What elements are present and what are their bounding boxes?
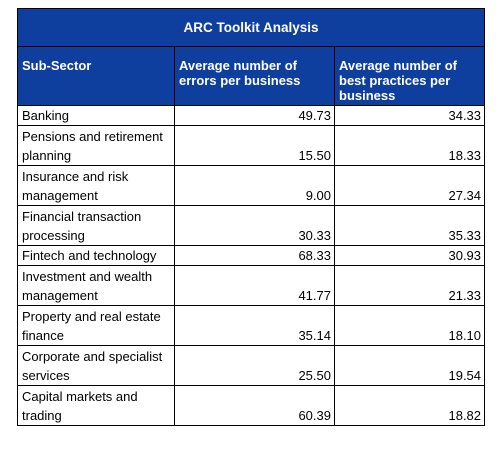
sector-cell: Corporate and specialist services — [17, 345, 175, 386]
best-practices-cell: 18.82 — [333, 385, 486, 426]
errors-cell: 41.77 — [174, 265, 335, 306]
table-row: Financial transaction processing 30.33 3… — [17, 205, 486, 246]
table-row: Capital markets and trading 60.39 18.82 — [17, 385, 486, 426]
sector-cell: Financial transaction processing — [17, 205, 175, 246]
table-row: Property and real estate finance 35.14 1… — [17, 305, 486, 346]
table-header-row: Sub-Sector Average number of errors per … — [17, 46, 486, 106]
header-sub-sector: Sub-Sector — [17, 46, 175, 106]
arc-toolkit-table: ARC Toolkit Analysis Sub-Sector Average … — [16, 8, 486, 426]
errors-cell: 30.33 — [174, 205, 335, 246]
best-practices-cell: 27.34 — [333, 165, 486, 206]
sector-cell: Insurance and risk management — [17, 165, 175, 206]
best-practices-cell: 19.54 — [333, 345, 486, 386]
sector-cell: Property and real estate finance — [17, 305, 175, 346]
header-best-practices: Average number of best practices per bus… — [333, 46, 486, 106]
table-row: Corporate and specialist services 25.50 … — [17, 345, 486, 386]
best-practices-cell: 18.33 — [333, 125, 486, 166]
sector-cell: Capital markets and trading — [17, 385, 175, 426]
analysis-table-container: ARC Toolkit Analysis Sub-Sector Average … — [16, 8, 486, 426]
errors-cell: 68.33 — [174, 245, 335, 266]
sector-cell: Fintech and technology — [17, 245, 175, 266]
table-row: Fintech and technology 68.33 30.93 — [17, 245, 486, 266]
errors-cell: 60.39 — [174, 385, 335, 426]
table-row: Investment and wealth management 41.77 2… — [17, 265, 486, 306]
errors-cell: 49.73 — [174, 105, 335, 126]
table-title: ARC Toolkit Analysis — [16, 8, 486, 47]
errors-cell: 35.14 — [174, 305, 335, 346]
best-practices-cell: 34.33 — [333, 105, 486, 126]
table-row: Pensions and retirement planning 15.50 1… — [17, 125, 486, 166]
table-row: Banking 49.73 34.33 — [17, 105, 486, 126]
table-row: Insurance and risk management 9.00 27.34 — [17, 165, 486, 206]
best-practices-cell: 21.33 — [333, 265, 486, 306]
table-title-row: ARC Toolkit Analysis — [16, 8, 486, 47]
errors-cell: 25.50 — [174, 345, 335, 386]
sector-cell: Banking — [17, 105, 175, 126]
errors-cell: 9.00 — [174, 165, 335, 206]
errors-cell: 15.50 — [174, 125, 335, 166]
best-practices-cell: 18.10 — [333, 305, 486, 346]
best-practices-cell: 30.93 — [333, 245, 486, 266]
best-practices-cell: 35.33 — [333, 205, 486, 246]
sector-cell: Investment and wealth management — [17, 265, 175, 306]
header-errors: Average number of errors per business — [174, 46, 335, 106]
sector-cell: Pensions and retirement planning — [17, 125, 175, 166]
